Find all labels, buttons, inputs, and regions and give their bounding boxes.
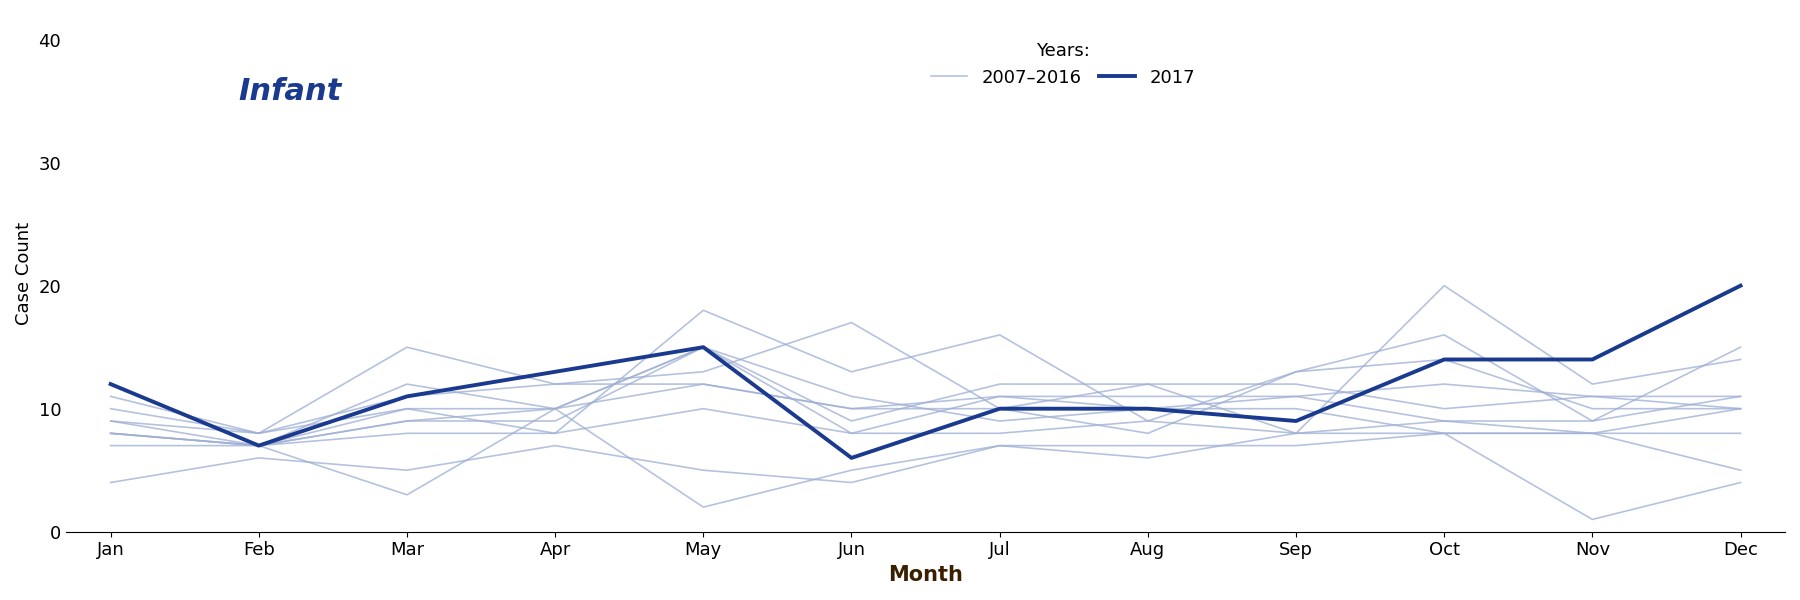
Y-axis label: Case Count: Case Count — [14, 222, 32, 325]
Text: Infant: Infant — [238, 77, 342, 106]
Legend: 2007–2016, 2017: 2007–2016, 2017 — [923, 34, 1202, 94]
X-axis label: Month: Month — [887, 565, 963, 585]
